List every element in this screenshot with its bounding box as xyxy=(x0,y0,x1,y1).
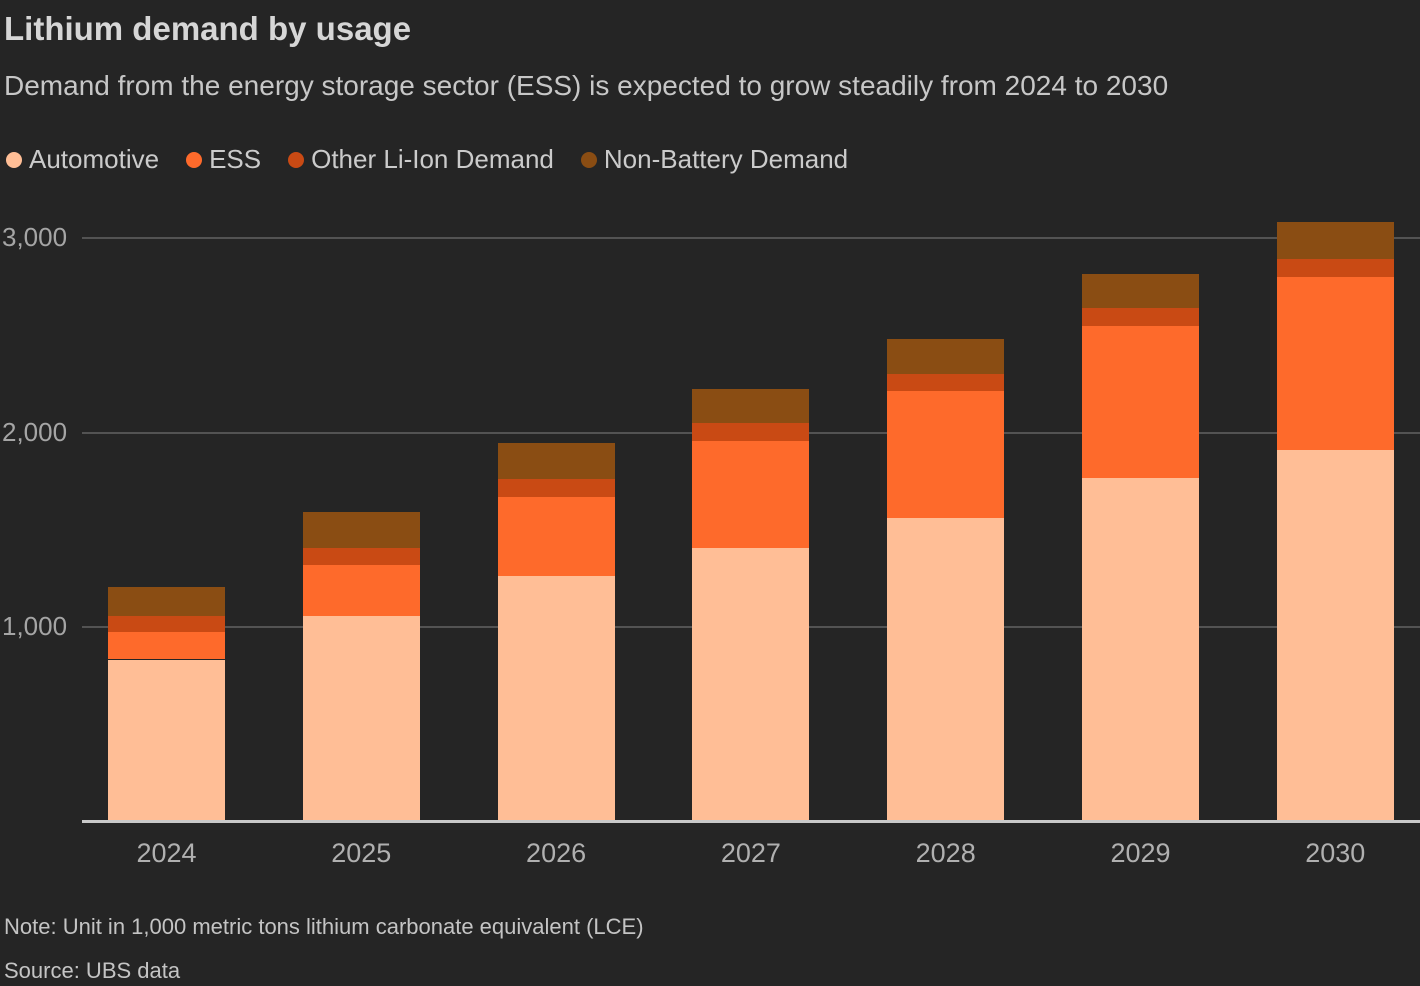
bar-segment xyxy=(1082,477,1199,822)
legend-dot-icon xyxy=(288,151,305,168)
bar-segment xyxy=(692,389,810,424)
legend-label: Automotive xyxy=(29,144,160,174)
legend-dot-icon xyxy=(186,151,203,168)
gridline xyxy=(82,237,1420,240)
bar-segment xyxy=(1276,258,1394,278)
bar-segment xyxy=(1082,325,1199,478)
bar-segment xyxy=(302,565,420,616)
x-axis-tick-label: 2030 xyxy=(1305,838,1366,868)
bar-segment xyxy=(692,440,810,548)
bar-segment xyxy=(1082,308,1199,326)
bar-segment xyxy=(108,615,225,633)
bar-segment xyxy=(497,575,615,822)
bar-segment xyxy=(108,586,225,616)
legend-label: Other Li-Ion Demand xyxy=(311,144,554,174)
bar-segment xyxy=(497,478,615,497)
bar-segment xyxy=(1276,450,1394,822)
bar-segment xyxy=(692,547,810,822)
chart-title: Lithium demand by usage xyxy=(4,10,412,47)
legend-label: Non-Battery Demand xyxy=(603,144,849,174)
y-axis-tick-label: 1,000 xyxy=(2,611,68,642)
legend-item: ESS xyxy=(186,144,261,175)
bar-segment xyxy=(302,615,420,822)
note-text: Note: Unit in 1,000 metric tons lithium … xyxy=(4,914,644,939)
x-axis-line xyxy=(82,820,1420,823)
legend-item: Automotive xyxy=(6,144,159,175)
source-text: Source: UBS data xyxy=(4,958,181,983)
bar-segment xyxy=(887,518,1005,822)
x-axis-tick-label: 2024 xyxy=(136,838,197,868)
x-axis-tick-label: 2026 xyxy=(526,838,587,868)
bar-segment xyxy=(1082,274,1199,309)
bar-segment xyxy=(1276,277,1394,451)
bar-segment xyxy=(497,442,615,479)
bar-segment xyxy=(1276,221,1394,259)
bar-segment xyxy=(887,339,1005,375)
bar-segment xyxy=(692,423,810,441)
x-axis-tick-label: 2025 xyxy=(331,838,392,868)
legend-dot-icon xyxy=(580,151,597,168)
bar-segment xyxy=(302,511,420,548)
legend-dot-icon xyxy=(6,151,22,168)
y-axis-tick-label: 3,000 xyxy=(2,222,68,253)
legend-item: Non-Battery Demand xyxy=(580,144,849,175)
legend: Automotive ESS Other Li-Ion Demand Non-Batt… xyxy=(6,144,848,175)
y-axis-tick-label: 2,000 xyxy=(2,416,68,447)
bar-segment xyxy=(302,547,420,566)
legend-item: Other Li-Ion Demand xyxy=(288,144,554,175)
bar-segment xyxy=(497,497,615,576)
bar-segment xyxy=(887,390,1005,519)
bar-segment xyxy=(108,659,225,822)
bar-segment xyxy=(887,374,1005,391)
chart-subtitle: Demand from the energy storage sector (E… xyxy=(4,70,1169,101)
bar-segment xyxy=(108,632,225,660)
x-axis-tick-label: 2029 xyxy=(1110,838,1171,868)
legend-label: ESS xyxy=(209,144,262,174)
x-axis-tick-label: 2028 xyxy=(915,838,976,868)
x-axis-tick-label: 2027 xyxy=(720,838,781,868)
